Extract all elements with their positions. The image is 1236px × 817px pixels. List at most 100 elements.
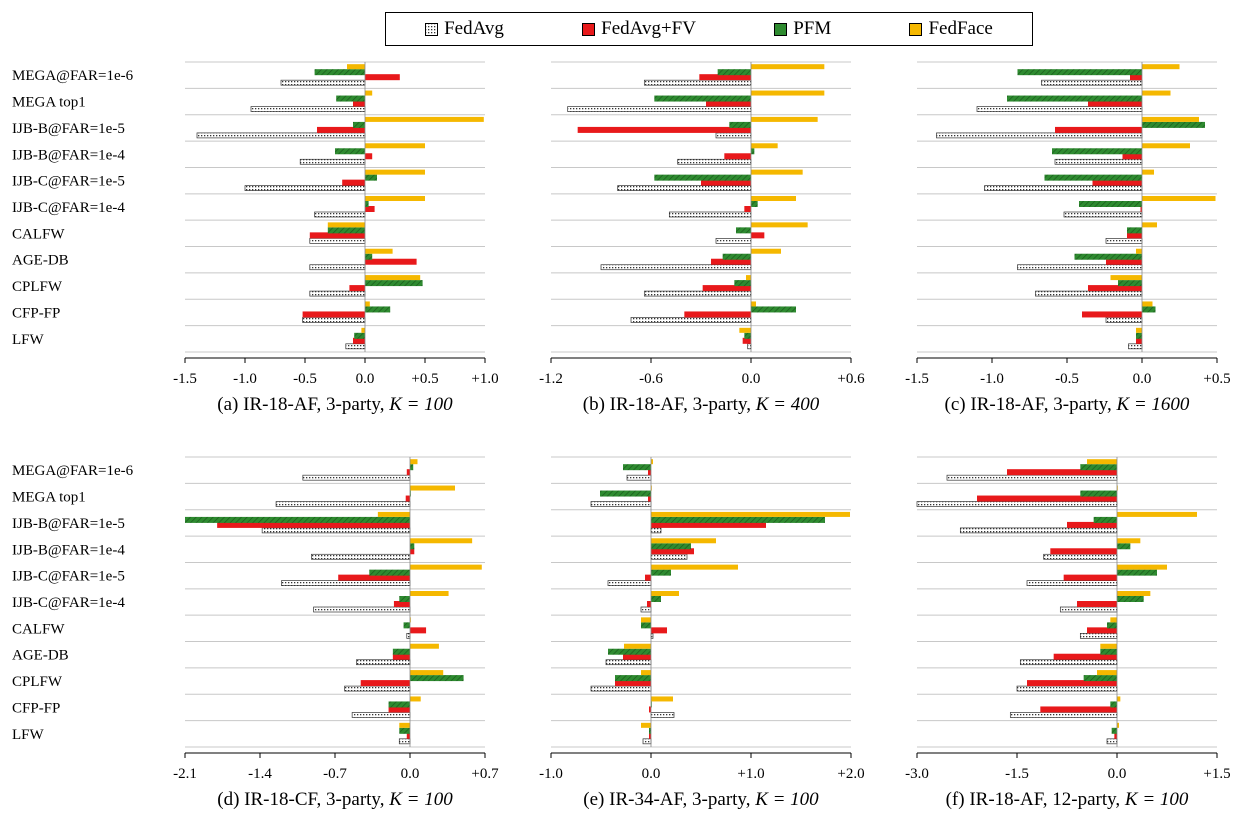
bar-fedavg-9 — [1035, 290, 1143, 297]
bar-fedavg-fv-2 — [706, 100, 751, 107]
bar-fedavg-9 — [590, 685, 652, 692]
legend-swatch-fedavg — [425, 22, 439, 36]
bar-fedface-6 — [1142, 196, 1216, 201]
legend-label-pfm: PFM — [793, 18, 832, 39]
bar-fedface-6 — [1117, 591, 1151, 596]
bar-fedface-10 — [1142, 301, 1153, 307]
x-tick-label: -1.4 — [248, 766, 272, 782]
legend-item-fedavg-fv: FedAvg+FV — [582, 18, 696, 40]
bar-fedavg-4 — [650, 553, 688, 560]
bar-fedface-1 — [651, 459, 653, 465]
bar-pfm-10 — [751, 306, 796, 313]
bar-fedavg-4 — [1054, 158, 1143, 165]
chart-caption: (b) IR-18-AF, 3-party, K = 400 — [583, 394, 820, 415]
bar-fedavg-fv-5 — [1092, 179, 1142, 186]
bar-fedavg-11 — [642, 738, 652, 745]
category-label: CFP-FP — [12, 305, 60, 321]
chart-caption: (a) IR-18-AF, 3-party, K = 100 — [217, 394, 453, 415]
bar-pfm-4 — [751, 148, 755, 155]
bar-fedface-3 — [377, 511, 410, 517]
bar-fedavg-1 — [302, 474, 411, 481]
x-tick-label: -1.0 — [233, 371, 257, 387]
bar-fedavg-fv-10 — [302, 311, 365, 318]
chart-caption: (e) IR-34-AF, 3-party, K = 100 — [583, 789, 819, 810]
bar-fedface-3 — [751, 116, 818, 122]
bar-pfm-1 — [314, 69, 365, 76]
legend-item-fedavg: FedAvg — [425, 18, 504, 40]
bar-fedavg-fv-4 — [1050, 548, 1117, 555]
category-label: IJB-C@FAR=1e-4 — [12, 595, 125, 611]
bar-fedavg-fv-1 — [648, 469, 651, 476]
bar-fedavg-6 — [640, 606, 652, 613]
x-tick-label: +2.0 — [837, 766, 864, 782]
category-label: MEGA@FAR=1e-6 — [12, 68, 134, 84]
bar-fedface-10 — [410, 696, 421, 702]
bar-fedface-11 — [399, 722, 410, 728]
legend-label-fedavg-fv: FedAvg+FV — [601, 18, 696, 39]
bar-fedavg-7 — [1079, 633, 1118, 639]
x-tick-label: 0.0 — [1133, 371, 1152, 387]
bar-fedavg-fv-5 — [645, 574, 651, 581]
bar-fedavg-3 — [715, 132, 752, 139]
bar-fedavg-3 — [196, 132, 366, 139]
bar-fedavg-fv-10 — [1082, 311, 1142, 318]
bar-fedavg-3 — [936, 132, 1143, 139]
bar-fedavg-fv-9 — [360, 680, 410, 687]
bar-pfm-6 — [651, 596, 661, 602]
bar-pfm-6 — [365, 201, 369, 207]
bar-fedavg-fv-6 — [1140, 206, 1142, 212]
category-label: MEGA@FAR=1e-6 — [12, 463, 134, 479]
bar-pfm-3 — [1142, 121, 1205, 128]
x-tick-label: +1.5 — [1203, 766, 1230, 782]
bar-pfm-6 — [1079, 201, 1142, 207]
bar-pfm-9 — [734, 280, 751, 287]
bar-fedavg-fv-6 — [393, 601, 410, 607]
category-label: LFW — [12, 727, 45, 743]
bar-fedavg-fv-7 — [1127, 232, 1142, 239]
bar-fedavg-3 — [959, 527, 1118, 534]
category-label: CPLFW — [12, 674, 63, 690]
bar-fedavg-7 — [1105, 238, 1143, 244]
bar-pfm-2 — [1080, 490, 1117, 497]
x-tick-label: -3.0 — [905, 766, 929, 782]
bar-fedavg-10 — [650, 712, 675, 718]
bar-fedavg-fv-7 — [751, 232, 765, 239]
bar-fedavg-8 — [600, 264, 752, 271]
bar-fedavg-fv-4 — [724, 153, 751, 160]
bar-fedavg-9 — [309, 290, 366, 297]
bar-pfm-11 — [744, 332, 751, 339]
bar-pfm-4 — [335, 148, 365, 155]
bar-fedface-10 — [365, 301, 370, 307]
category-label: MEGA top1 — [12, 490, 86, 506]
bar-fedavg-fv-11 — [742, 337, 751, 344]
bar-pfm-3 — [1093, 516, 1117, 523]
bar-fedavg-4 — [299, 158, 366, 165]
bar-fedavg-fv-2 — [353, 100, 365, 107]
bar-fedavg-4 — [1043, 553, 1118, 560]
bar-fedavg-11 — [1128, 343, 1143, 350]
bar-fedavg-1 — [626, 474, 652, 481]
x-tick-label: -1.5 — [1005, 766, 1029, 782]
bar-fedface-4 — [751, 143, 778, 149]
bar-fedface-11 — [1136, 327, 1142, 333]
bar-pfm-4 — [410, 543, 415, 550]
bar-fedavg-2 — [567, 106, 752, 112]
bar-pfm-10 — [651, 701, 652, 708]
bar-fedavg-fv-4 — [651, 548, 694, 555]
bar-fedavg-fv-3 — [651, 521, 766, 528]
x-tick-label: -0.6 — [639, 371, 663, 387]
bar-fedavg-5 — [984, 185, 1143, 191]
bar-fedface-4 — [410, 538, 473, 544]
bar-pfm-3 — [185, 516, 410, 523]
bar-fedavg-11 — [398, 738, 411, 745]
bar-fedface-4 — [365, 143, 425, 149]
bar-fedface-2 — [410, 485, 455, 491]
bar-fedface-8 — [751, 248, 781, 254]
category-label: AGE-DB — [12, 253, 69, 269]
bar-fedavg-10 — [302, 317, 366, 323]
chart-panel-6: -3.0 -1.5 0.0 +1.5 (f) IR-18-AF, 12-party, K… — [905, 456, 1231, 810]
bar-pfm-6 — [399, 596, 410, 602]
bar-fedavg-6 — [314, 211, 366, 218]
bar-fedface-6 — [365, 196, 425, 201]
bar-pfm-8 — [365, 253, 373, 260]
